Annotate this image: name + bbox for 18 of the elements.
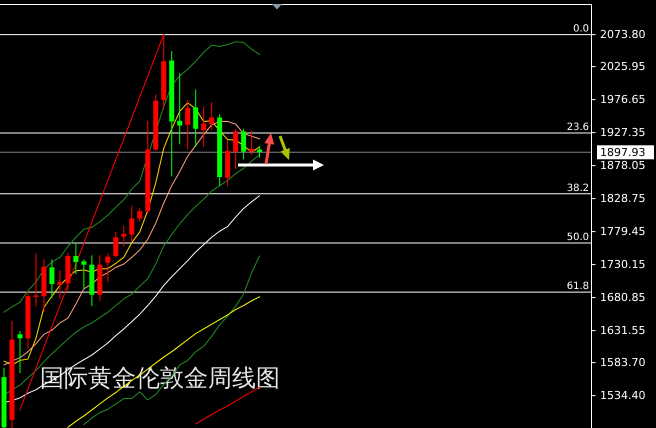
y-tick-label: 1680.85 <box>600 291 646 304</box>
y-tick-label: 1828.75 <box>600 192 646 206</box>
ref-line-label: 23.6 <box>566 122 589 133</box>
ref-line-label: 38.2 <box>566 182 589 194</box>
y-tick-label: 1878.05 <box>600 159 646 172</box>
y-tick-label: 1631.55 <box>600 324 646 338</box>
ref-line-label: 0.0 <box>573 24 589 35</box>
y-tick-label: 1779.45 <box>600 225 646 238</box>
ref-line-label: 61.8 <box>566 281 589 292</box>
y-tick-label: 2073.80 <box>600 28 646 42</box>
y-tick-label: 1730.15 <box>600 258 646 272</box>
ref-line-label: 1897.93 <box>600 146 646 159</box>
ref-line-label: 50.0 <box>566 232 589 243</box>
y-tick-label: 1976.65 <box>600 93 646 106</box>
y-tick-label: 1583.70 <box>600 356 646 370</box>
y-tick-label: 1927.35 <box>600 126 646 140</box>
y-tick-label: 2025.95 <box>600 60 646 74</box>
y-tick-label: 1534.40 <box>600 389 646 402</box>
